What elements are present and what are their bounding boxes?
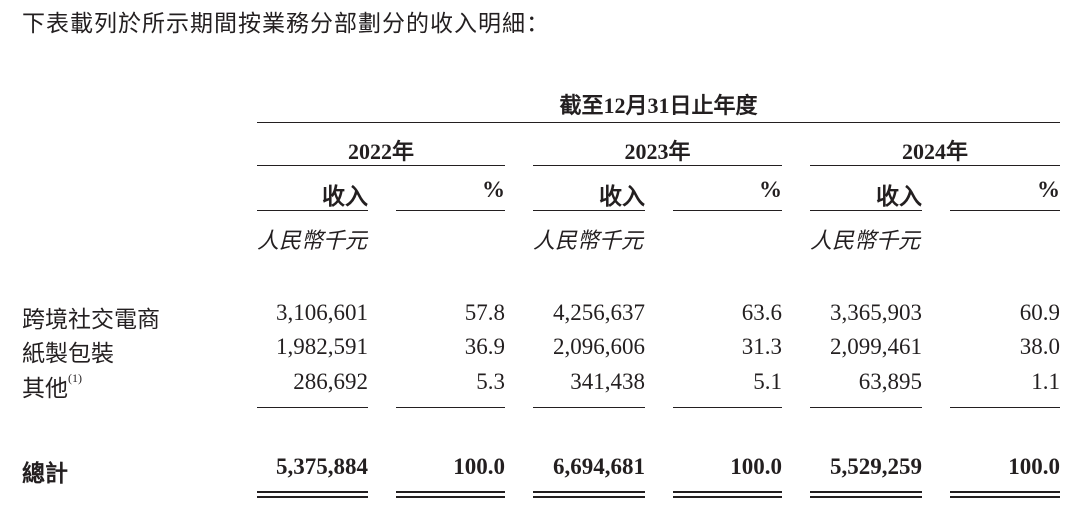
divider bbox=[533, 210, 645, 211]
table-cell: 57.8 bbox=[464, 300, 505, 325]
year-header: 2023年 bbox=[624, 139, 691, 164]
subtotal-rule bbox=[533, 407, 645, 408]
subtotal-rule bbox=[396, 407, 505, 408]
total-cell: 100.0 bbox=[1008, 454, 1060, 479]
subtotal-rule bbox=[257, 407, 368, 408]
unit-label: 人民幣千元 bbox=[257, 228, 368, 253]
unit-label: 人民幣千元 bbox=[810, 228, 921, 253]
table-cell: 63.6 bbox=[741, 300, 782, 325]
subtotal-rule bbox=[673, 407, 782, 408]
table-cell: 31.3 bbox=[741, 334, 782, 359]
table-cell: 63,895 bbox=[858, 369, 922, 394]
total-double-rule bbox=[257, 491, 368, 498]
table-cell: 1.1 bbox=[1031, 369, 1060, 394]
table-cell: 341,438 bbox=[570, 369, 645, 394]
table-cell: 38.0 bbox=[1019, 334, 1060, 359]
total-cell: 5,375,884 bbox=[276, 454, 368, 479]
table-cell: 3,365,903 bbox=[830, 300, 922, 325]
total-double-rule bbox=[950, 491, 1060, 498]
table-cell: 2,099,461 bbox=[830, 334, 922, 359]
unit-label: 人民幣千元 bbox=[533, 228, 644, 253]
total-cell: 6,694,681 bbox=[553, 454, 645, 479]
year-header: 2024年 bbox=[901, 139, 968, 164]
year-header: 2022年 bbox=[347, 139, 414, 164]
table-cell: 5.1 bbox=[753, 369, 782, 394]
table-cell: 60.9 bbox=[1019, 300, 1060, 325]
footnote-marker: (1) bbox=[68, 371, 82, 385]
total-label: 總計 bbox=[22, 461, 68, 486]
divider bbox=[396, 210, 505, 211]
intro-text: 下表載列於所示期間按業務分部劃分的收入明細： bbox=[22, 11, 550, 36]
percent-header: % bbox=[482, 177, 505, 202]
revenue-header: 收入 bbox=[322, 184, 368, 209]
row-label: 其他(1) bbox=[22, 369, 82, 403]
divider bbox=[950, 210, 1060, 211]
total-double-rule bbox=[810, 491, 922, 498]
row-label-text: 其他 bbox=[22, 376, 68, 401]
subtotal-rule bbox=[950, 407, 1060, 408]
percent-header: % bbox=[1037, 177, 1060, 202]
divider bbox=[257, 210, 368, 211]
row-label: 跨境社交電商 bbox=[22, 307, 160, 332]
divider bbox=[257, 122, 1060, 123]
table-cell: 36.9 bbox=[464, 334, 505, 359]
subtotal-rule bbox=[810, 407, 922, 408]
percent-header: % bbox=[759, 177, 782, 202]
total-double-rule bbox=[396, 491, 505, 498]
divider bbox=[810, 210, 922, 211]
divider bbox=[673, 210, 782, 211]
row-label: 紙製包裝 bbox=[22, 341, 114, 366]
total-double-rule bbox=[673, 491, 782, 498]
divider bbox=[810, 165, 1060, 166]
total-cell: 100.0 bbox=[453, 454, 505, 479]
table-cell: 5.3 bbox=[476, 369, 505, 394]
total-double-rule bbox=[533, 491, 645, 498]
table-cell: 4,256,637 bbox=[553, 300, 645, 325]
table-cell: 286,692 bbox=[293, 369, 368, 394]
total-cell: 100.0 bbox=[730, 454, 782, 479]
period-header: 截至12月31日止年度 bbox=[559, 93, 758, 118]
table-cell: 3,106,601 bbox=[276, 300, 368, 325]
table-cell: 2,096,606 bbox=[553, 334, 645, 359]
revenue-header: 收入 bbox=[876, 184, 922, 209]
total-cell: 5,529,259 bbox=[830, 454, 922, 479]
divider bbox=[533, 165, 782, 166]
revenue-header: 收入 bbox=[599, 184, 645, 209]
divider bbox=[257, 165, 505, 166]
table-cell: 1,982,591 bbox=[276, 334, 368, 359]
